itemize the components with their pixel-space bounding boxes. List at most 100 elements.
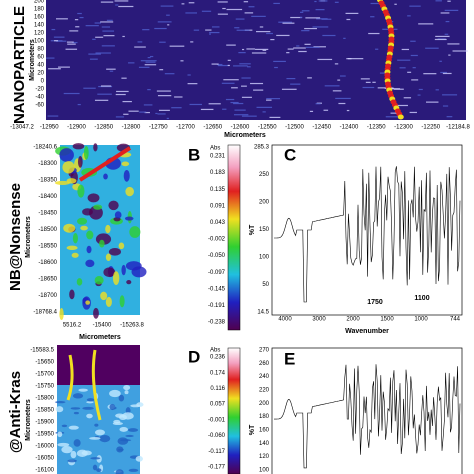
x-tick-label: -12300 xyxy=(394,125,413,131)
texture xyxy=(119,295,125,308)
texture xyxy=(233,114,249,116)
texture xyxy=(440,12,450,14)
texture xyxy=(244,12,254,14)
y-tick-label: -0.191 xyxy=(208,303,226,309)
x-tick-label: -12950 xyxy=(40,125,59,131)
x-tick-label: -15400 xyxy=(93,323,112,329)
texture xyxy=(157,21,172,23)
texture xyxy=(221,82,235,84)
texture xyxy=(54,401,66,404)
texture xyxy=(105,296,112,307)
texture xyxy=(171,107,182,109)
colorbar-b xyxy=(227,144,241,331)
texture xyxy=(233,102,244,105)
texture xyxy=(226,8,243,11)
texture xyxy=(241,115,257,117)
texture xyxy=(234,27,240,29)
texture xyxy=(394,3,397,5)
texture xyxy=(156,90,171,92)
texture xyxy=(89,437,101,440)
texture xyxy=(137,41,143,43)
texture xyxy=(101,26,111,28)
y-tick-label: 160 xyxy=(34,15,45,21)
texture xyxy=(332,90,342,92)
texture xyxy=(300,11,304,13)
texture xyxy=(403,97,412,99)
y-tick-label: 20 xyxy=(37,71,44,77)
y-tick-label: -0.002 xyxy=(208,237,226,243)
texture xyxy=(251,52,267,54)
texture xyxy=(122,100,132,103)
texture xyxy=(375,48,379,50)
texture xyxy=(193,29,200,31)
texture xyxy=(290,16,302,19)
x-tick-label: -12550 xyxy=(258,125,277,131)
y-tick-label: 0.231 xyxy=(210,154,226,160)
texture xyxy=(190,41,194,43)
texture xyxy=(115,413,125,418)
texture xyxy=(160,5,174,7)
texture xyxy=(128,468,139,472)
texture xyxy=(385,116,399,118)
texture xyxy=(273,2,280,5)
texture xyxy=(90,457,101,460)
texture xyxy=(72,393,84,399)
texture xyxy=(93,143,98,152)
texture xyxy=(409,111,417,114)
texture xyxy=(72,41,78,44)
texture xyxy=(323,109,329,111)
texture xyxy=(187,83,198,85)
texture xyxy=(65,48,78,50)
texture xyxy=(61,446,73,454)
texture xyxy=(109,389,121,398)
texture xyxy=(77,155,83,168)
texture xyxy=(301,10,310,12)
texture xyxy=(231,87,238,89)
texture xyxy=(76,278,83,286)
texture xyxy=(55,406,64,413)
texture xyxy=(305,17,321,19)
texture xyxy=(287,48,294,50)
texture xyxy=(66,41,74,43)
colorbar-d xyxy=(227,347,241,474)
texture xyxy=(365,81,371,83)
y-tick-label: 0.183 xyxy=(210,170,226,176)
texture xyxy=(347,58,364,60)
texture xyxy=(129,226,141,238)
y-tick-label: 0.091 xyxy=(210,203,226,209)
texture xyxy=(235,18,245,20)
texture xyxy=(85,25,99,27)
texture xyxy=(276,34,290,37)
texture xyxy=(390,112,399,114)
texture xyxy=(270,38,275,41)
texture xyxy=(407,15,411,17)
y-tick-label: -15750 xyxy=(35,384,54,390)
y-tick-label: 0.116 xyxy=(210,386,225,392)
y-tick-label: 0.236 xyxy=(210,355,226,361)
texture xyxy=(293,47,306,49)
y-tick-label: 50 xyxy=(262,282,269,288)
y-tick-label: 100 xyxy=(259,255,270,261)
side-label: NB@Nonsense xyxy=(7,183,24,291)
texture xyxy=(239,63,251,65)
texture xyxy=(317,58,333,61)
texture xyxy=(94,276,104,285)
texture xyxy=(322,34,336,37)
texture xyxy=(139,111,147,113)
texture xyxy=(69,30,79,32)
y-tick-label: 40 xyxy=(37,63,44,69)
texture xyxy=(246,48,255,50)
texture xyxy=(86,245,92,254)
y-tick-label: 0.174 xyxy=(210,370,226,376)
texture xyxy=(243,1,249,3)
texture xyxy=(114,0,129,2)
texture xyxy=(444,33,449,35)
texture xyxy=(86,400,94,404)
texture xyxy=(266,98,281,100)
texture xyxy=(59,307,64,321)
y-title: %T xyxy=(249,224,256,235)
y-tick-label: -18700 xyxy=(38,293,57,299)
texture xyxy=(115,4,119,6)
texture xyxy=(93,204,103,210)
texture xyxy=(241,48,245,51)
